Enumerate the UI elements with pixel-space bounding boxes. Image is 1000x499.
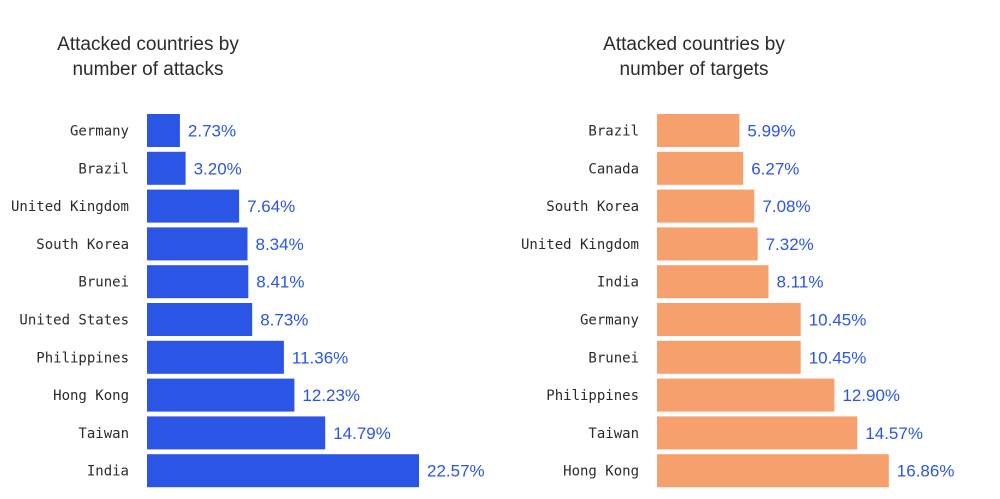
- right-category-label-0: Brazil: [588, 124, 639, 140]
- left-category-label-4: Brunei: [78, 275, 129, 291]
- right-bar-1: [657, 151, 744, 185]
- right-category-label-1: Canada: [588, 161, 639, 177]
- right-category-label-4: India: [597, 275, 639, 291]
- left-value-label-6: 11.36%: [292, 348, 348, 367]
- left-category-label-2: United Kingdom: [11, 199, 129, 215]
- left-category-label-7: Hong Kong: [53, 388, 129, 404]
- right-category-label-5: Germany: [580, 313, 639, 329]
- right-value-label-8: 14.57%: [865, 424, 923, 443]
- right-chart-title-line-2: number of targets: [620, 59, 769, 80]
- left-chart-title-line-1: Attacked countries by: [57, 34, 239, 55]
- left-bar-7: [147, 378, 295, 412]
- left-chart: Attacked countries by number of attacks …: [11, 34, 485, 488]
- left-value-label-5: 8.73%: [260, 311, 308, 330]
- right-bar-8: [657, 416, 858, 450]
- right-bar-0: [657, 114, 740, 147]
- left-bar-3: [147, 227, 248, 261]
- left-bar-0: [147, 114, 180, 147]
- left-chart-title-line-2: number of attacks: [72, 59, 223, 80]
- left-bar-6: [147, 340, 284, 374]
- left-bar-4: [147, 265, 249, 299]
- right-bar-3: [657, 227, 758, 261]
- left-value-label-4: 8.41%: [256, 273, 304, 292]
- right-value-label-1: 6.27%: [751, 159, 799, 178]
- right-chart-bars: Brazil 5.99% Canada 6.27% South Korea 7.08% Un…: [521, 114, 955, 488]
- left-value-label-9: 22.57%: [427, 462, 485, 481]
- left-category-label-0: Germany: [70, 124, 129, 140]
- left-category-label-3: South Korea: [36, 237, 129, 253]
- right-category-label-6: Brunei: [588, 350, 639, 366]
- left-category-label-8: Taiwan: [78, 426, 129, 442]
- left-category-label-6: Philippines: [36, 350, 129, 366]
- right-category-label-3: United Kingdom: [521, 237, 639, 253]
- right-value-label-7: 12.90%: [842, 386, 900, 405]
- right-value-label-0: 5.99%: [747, 122, 795, 141]
- right-chart-title-line-1: Attacked countries by: [603, 34, 785, 55]
- left-bar-1: [147, 151, 186, 185]
- left-value-label-2: 7.64%: [247, 197, 295, 216]
- right-category-label-8: Taiwan: [588, 426, 639, 442]
- left-category-label-5: United States: [19, 313, 129, 329]
- left-bar-2: [147, 189, 240, 223]
- left-category-label-1: Brazil: [78, 161, 129, 177]
- left-value-label-0: 2.73%: [188, 122, 236, 141]
- right-bar-9: [657, 454, 889, 488]
- right-bar-2: [657, 189, 755, 223]
- left-value-label-8: 14.79%: [333, 424, 391, 443]
- right-category-label-9: Hong Kong: [563, 464, 639, 480]
- left-category-label-9: India: [87, 464, 129, 480]
- left-value-label-3: 8.34%: [256, 235, 304, 254]
- right-bar-7: [657, 378, 835, 412]
- left-value-label-7: 12.23%: [302, 386, 360, 405]
- right-value-label-2: 7.08%: [762, 197, 810, 216]
- right-value-label-5: 10.45%: [809, 311, 867, 330]
- right-category-label-7: Philippines: [546, 388, 639, 404]
- left-bar-5: [147, 303, 253, 336]
- left-bar-8: [147, 416, 326, 450]
- right-category-label-2: South Korea: [546, 199, 639, 215]
- right-bar-4: [657, 265, 769, 299]
- right-value-label-3: 7.32%: [766, 235, 814, 254]
- right-value-label-4: 8.11%: [777, 273, 824, 292]
- right-value-label-9: 16.86%: [897, 462, 955, 481]
- left-value-label-1: 3.20%: [194, 159, 242, 178]
- right-chart: Attacked countries by number of targets …: [521, 34, 955, 488]
- left-chart-bars: Germany 2.73% Brazil 3.20% United Kingdom 7.6…: [11, 114, 485, 488]
- right-value-label-6: 10.45%: [809, 348, 867, 367]
- right-bar-6: [657, 340, 801, 374]
- left-bar-9: [147, 454, 419, 488]
- right-bar-5: [657, 303, 801, 336]
